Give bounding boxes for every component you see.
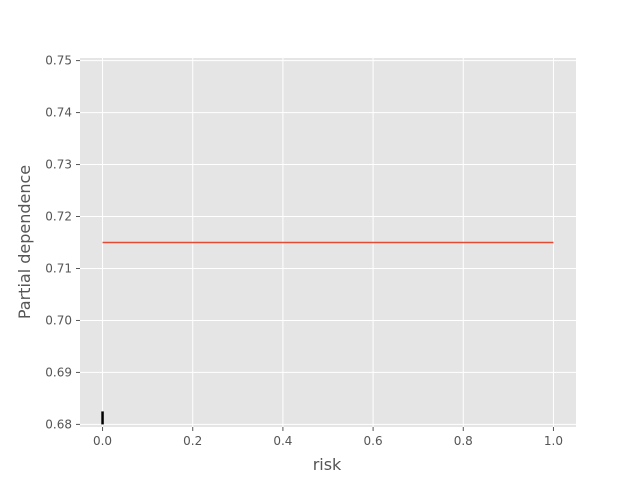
- y-axis-label: Partial dependence: [15, 165, 34, 319]
- y-tick-label: 0.73: [45, 158, 72, 172]
- y-axis-ticks: 0.68 0.69 0.70 0.71 0.72 0.73 0.74 0.75: [45, 54, 80, 431]
- x-tick-label: 0.6: [364, 434, 383, 448]
- y-tick-label: 0.75: [45, 54, 72, 68]
- y-tick-label: 0.71: [45, 261, 72, 275]
- x-tick-label: 0.4: [273, 434, 292, 448]
- x-tick-label: 0.8: [454, 434, 473, 448]
- y-tick-label: 0.70: [45, 313, 72, 327]
- y-tick-label: 0.68: [45, 417, 72, 431]
- x-axis-ticks: 0.0 0.2 0.4 0.6 0.8 1.0: [93, 427, 563, 448]
- x-tick-label: 0.0: [93, 434, 112, 448]
- x-tick-label: 1.0: [544, 434, 563, 448]
- x-axis-label: risk: [313, 455, 342, 474]
- x-tick-label: 0.2: [183, 434, 202, 448]
- y-tick-label: 0.74: [45, 106, 72, 120]
- y-tick-label: 0.69: [45, 365, 72, 379]
- y-tick-label: 0.72: [45, 210, 72, 224]
